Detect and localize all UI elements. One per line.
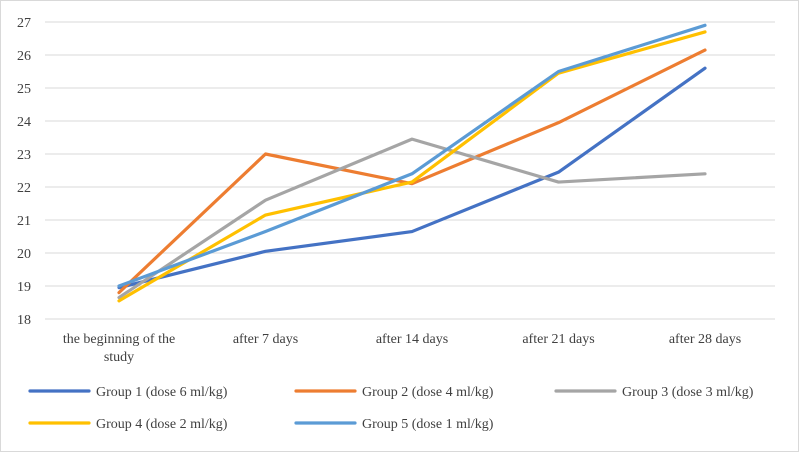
y-tick-label: 23 [17,148,31,163]
y-tick-label: 25 [17,82,31,97]
y-tick-label: 26 [17,49,31,64]
x-category-label: after 7 days [233,332,298,347]
series-line-group-5 [117,23,707,288]
x-category-label: the beginning of the [63,332,175,347]
series-line-group-4 [117,30,707,303]
x-category-label: study [104,350,134,365]
y-axis-tick-labels: 18 19 20 21 22 23 24 25 26 27 [17,16,31,328]
y-tick-label: 24 [17,115,31,130]
y-tick-label: 18 [17,313,31,328]
legend-label: Group 5 (dose 1 ml/kg) [362,417,494,432]
series-line-group-1 [117,66,707,290]
x-category-label: after 28 days [669,332,741,347]
series-lines [117,23,707,303]
y-tick-label: 21 [17,214,31,229]
y-tick-label: 22 [17,181,31,196]
x-axis-category-labels: the beginning of the study after 7 days aft… [63,332,741,365]
y-tick-label: 27 [17,16,31,31]
gridlines [45,21,775,320]
y-tick-label: 20 [17,247,31,262]
y-tick-label: 19 [17,280,31,295]
legend-label: Group 4 (dose 2 ml/kg) [96,417,228,432]
legend: Group 1 (dose 6 ml/kg) Group 2 (dose 4 ml… [28,385,754,432]
series-line-group-3 [117,137,707,300]
legend-label: Group 1 (dose 6 ml/kg) [96,385,228,400]
legend-label: Group 3 (dose 3 ml/kg) [622,385,754,400]
x-category-label: after 21 days [522,332,594,347]
x-category-label: after 14 days [376,332,448,347]
legend-label: Group 2 (dose 4 ml/kg) [362,385,494,400]
series-line-group-2 [117,48,707,295]
